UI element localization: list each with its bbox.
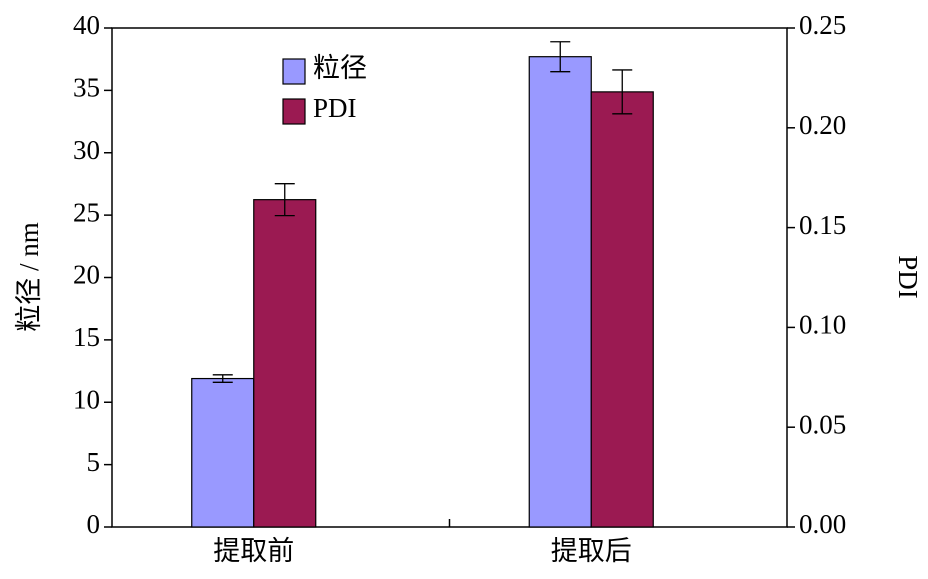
error-bar — [274, 183, 295, 217]
y2-tick-label: 0.10 — [799, 310, 846, 340]
legend-swatch — [282, 98, 306, 125]
bar — [528, 56, 592, 528]
y2-tick-label: 0.15 — [799, 210, 846, 240]
y-tick-label: 40 — [73, 10, 100, 40]
error-bar — [212, 374, 233, 383]
y-axis-label: 粒径 / nm — [14, 222, 44, 332]
y2-tick-label: 0.00 — [799, 509, 846, 539]
error-bar — [550, 41, 571, 73]
y2-tick-label: 0.20 — [799, 110, 846, 140]
y-tick-label: 15 — [73, 322, 100, 352]
y2-axis-label: PDI — [893, 255, 923, 299]
y-tick-label: 5 — [87, 447, 101, 477]
y-tick-label: 30 — [73, 135, 100, 165]
y-tick-label: 20 — [73, 260, 100, 290]
y-tick-label: 0 — [87, 509, 101, 539]
y2-tick-label: 0.05 — [799, 409, 846, 439]
x-tick-label: 提取后 — [551, 536, 632, 566]
y-tick-label: 25 — [73, 197, 100, 227]
bar — [191, 377, 255, 528]
x-tick-label: 提取前 — [213, 536, 294, 566]
y2-tick-label: 0.25 — [799, 10, 846, 40]
bar — [253, 199, 317, 528]
y-tick-label: 10 — [73, 384, 100, 414]
error-bar — [612, 69, 633, 115]
legend-label: PDI — [313, 93, 357, 123]
legend-swatch — [282, 58, 306, 85]
y-tick-label: 35 — [73, 73, 100, 103]
legend-label: 粒径 — [313, 53, 367, 83]
bar — [590, 91, 654, 528]
